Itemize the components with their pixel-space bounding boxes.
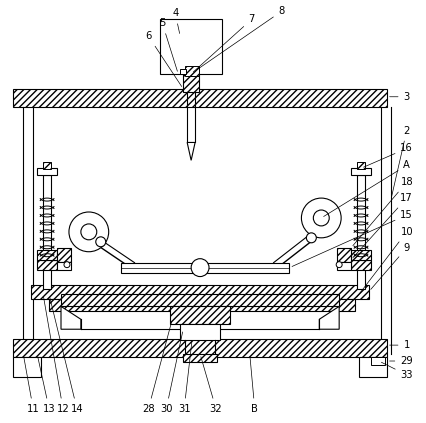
Text: 1: 1 bbox=[390, 340, 410, 350]
Text: 15: 15 bbox=[292, 210, 413, 266]
Bar bbox=[185, 66, 199, 76]
Circle shape bbox=[302, 198, 341, 238]
Text: 28: 28 bbox=[142, 322, 172, 414]
Bar bbox=[183, 354, 217, 362]
Text: 30: 30 bbox=[160, 332, 183, 414]
Bar bbox=[121, 263, 290, 272]
Text: A: A bbox=[324, 160, 410, 217]
Text: 5: 5 bbox=[159, 18, 177, 71]
Bar bbox=[359, 357, 387, 377]
Bar bbox=[61, 294, 339, 306]
Text: B: B bbox=[250, 357, 258, 414]
Polygon shape bbox=[187, 143, 195, 160]
Bar bbox=[180, 69, 186, 74]
Text: 32: 32 bbox=[201, 357, 222, 414]
Bar bbox=[43, 175, 51, 289]
Bar bbox=[337, 262, 351, 269]
Text: 18: 18 bbox=[353, 177, 413, 246]
Text: 6: 6 bbox=[145, 31, 181, 86]
Text: 12: 12 bbox=[43, 297, 69, 414]
Bar bbox=[57, 262, 71, 269]
Text: 17: 17 bbox=[353, 193, 413, 258]
Polygon shape bbox=[320, 306, 339, 329]
Text: 13: 13 bbox=[38, 357, 55, 414]
Bar bbox=[180, 324, 220, 340]
Text: 7: 7 bbox=[193, 14, 255, 72]
Text: 3: 3 bbox=[390, 92, 410, 102]
Bar bbox=[371, 357, 385, 365]
Bar bbox=[37, 250, 57, 260]
Bar bbox=[13, 357, 41, 377]
Bar bbox=[13, 89, 387, 107]
Bar bbox=[49, 299, 355, 311]
Bar bbox=[160, 19, 222, 74]
Text: 33: 33 bbox=[381, 362, 413, 380]
Circle shape bbox=[96, 237, 106, 247]
Circle shape bbox=[191, 259, 209, 277]
Circle shape bbox=[306, 233, 317, 243]
Circle shape bbox=[314, 210, 329, 226]
Bar bbox=[31, 285, 369, 299]
Circle shape bbox=[64, 262, 70, 268]
Circle shape bbox=[81, 224, 97, 240]
Circle shape bbox=[336, 262, 342, 268]
Bar bbox=[170, 306, 230, 324]
Text: 29: 29 bbox=[390, 356, 413, 366]
Text: 9: 9 bbox=[371, 243, 410, 289]
Bar bbox=[37, 260, 57, 269]
Bar bbox=[57, 248, 71, 262]
Text: 14: 14 bbox=[50, 297, 83, 414]
Bar bbox=[37, 168, 57, 175]
Text: 11: 11 bbox=[24, 357, 40, 414]
Bar bbox=[43, 162, 51, 169]
Bar bbox=[13, 339, 387, 357]
Text: 31: 31 bbox=[178, 342, 192, 414]
Text: 8: 8 bbox=[197, 6, 285, 69]
Bar bbox=[357, 162, 365, 169]
Bar bbox=[337, 248, 351, 262]
Text: 4: 4 bbox=[172, 8, 180, 33]
Text: 10: 10 bbox=[357, 227, 413, 297]
Circle shape bbox=[69, 212, 109, 252]
Bar bbox=[351, 260, 371, 269]
Bar bbox=[351, 250, 371, 260]
Bar bbox=[357, 175, 365, 289]
Text: 2: 2 bbox=[391, 126, 410, 198]
Text: 16: 16 bbox=[363, 143, 413, 167]
Polygon shape bbox=[61, 306, 81, 329]
Bar bbox=[183, 74, 199, 92]
Bar bbox=[351, 168, 371, 175]
